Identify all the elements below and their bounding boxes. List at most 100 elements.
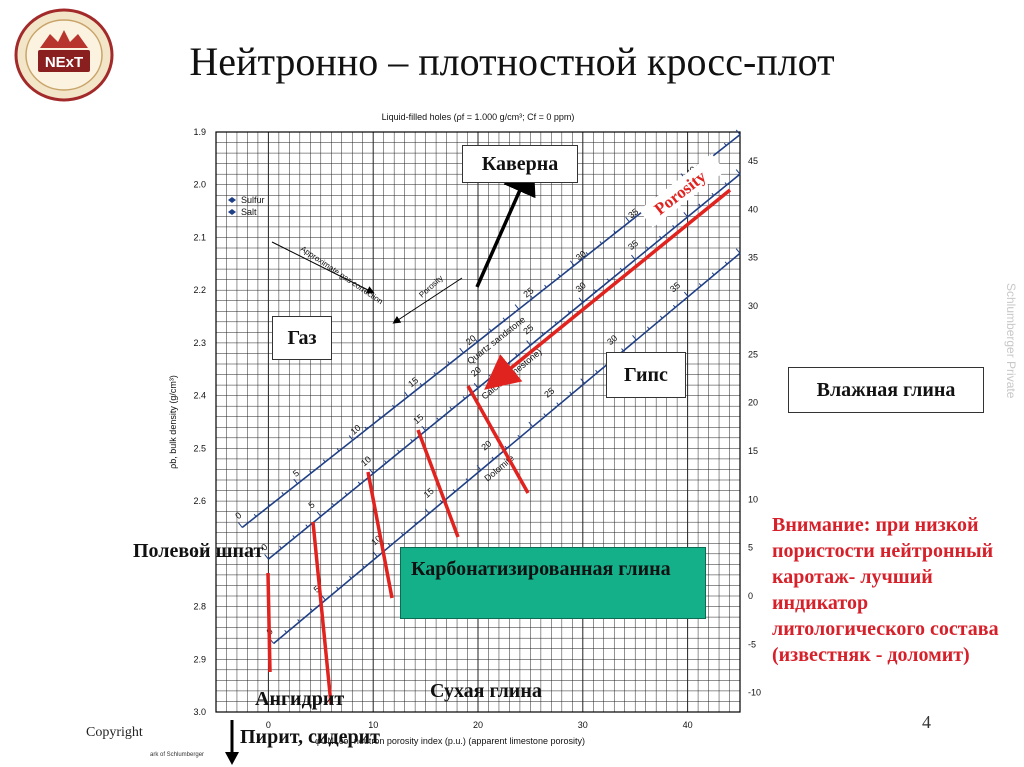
x-tick-label: 0	[266, 720, 271, 730]
series-tick	[585, 251, 589, 255]
series-tick	[619, 267, 623, 271]
series-tick	[735, 248, 741, 254]
y-axis-label: ρb, bulk density (g/cm³)	[168, 375, 178, 469]
series-tick	[735, 169, 741, 175]
series-tick	[392, 404, 395, 408]
right-tick-label: 20	[748, 398, 758, 408]
series-tick	[488, 328, 492, 332]
porosity-label: 35	[668, 280, 682, 294]
porosity-label: 5	[307, 500, 317, 511]
series-tick	[331, 502, 335, 506]
series-tick	[580, 378, 585, 384]
plot-frame	[215, 131, 741, 713]
series-tick	[567, 310, 571, 314]
carbonated-clay-label: Карбонатизированная глина	[411, 558, 671, 580]
x-tick-label: 10	[368, 720, 378, 730]
series-tick	[364, 426, 368, 430]
series-name: Calcite (limestone)	[480, 347, 544, 402]
feldspar-label: Полевой шпат	[133, 540, 264, 562]
x-axis-label: φCNLcor neutron porosity index (p.u.) (a…	[315, 736, 585, 746]
y-tick-label: 2.9	[193, 654, 206, 664]
series-tick	[436, 417, 440, 421]
right-tick-labels: -10 -5 0 5 10 15 20 25 30 35 40 45	[748, 156, 761, 698]
next-logo: NExT	[14, 8, 114, 102]
y-tick-label: 2.2	[193, 285, 206, 295]
porosity-label: 15	[422, 486, 436, 500]
legend: Sulfur Salt	[228, 195, 265, 217]
right-tick-label: -10	[748, 688, 761, 698]
x-tick-label: 20	[473, 720, 483, 730]
right-tick-label: 5	[748, 543, 753, 553]
series-tick	[238, 522, 243, 528]
porosity-direction: Porosity	[392, 273, 463, 324]
porosity-label: 30	[574, 280, 588, 294]
series-tick	[526, 340, 531, 346]
series-tick	[465, 478, 469, 482]
series-tick	[316, 511, 322, 517]
lithology-note: Внимание: при низкой пористости нейтронн…	[772, 514, 999, 666]
series-tick	[322, 459, 326, 463]
y-tick-label: 2.6	[193, 496, 206, 506]
series-tick	[373, 551, 378, 558]
series-tick	[515, 353, 518, 357]
series-tick	[336, 586, 339, 590]
x-tick-label: 40	[683, 720, 693, 730]
porosity-arrow	[484, 188, 732, 390]
porosity-label: 25	[521, 322, 535, 336]
porosity-label: 0	[233, 510, 243, 521]
series-tick	[724, 261, 728, 265]
series-tick	[419, 382, 423, 386]
series-tick	[735, 129, 741, 135]
series-tick	[476, 465, 482, 471]
porosity-label: 5	[291, 468, 301, 479]
series-tick	[672, 304, 676, 308]
series-tick	[387, 543, 391, 547]
series-tick	[449, 406, 453, 410]
right-tick-label: 25	[748, 349, 758, 359]
series-tick	[530, 295, 533, 299]
series-tick	[362, 564, 365, 568]
series-tick	[711, 192, 715, 196]
series-tick	[578, 297, 584, 303]
y-tick-label: 1.9	[193, 127, 206, 137]
series-tick	[632, 335, 637, 341]
porosity-label: 10	[359, 454, 373, 468]
fine-print: ark of Schlumberger	[150, 752, 205, 758]
series-tick	[404, 391, 409, 397]
series-tick	[613, 230, 616, 234]
right-tick-label: 15	[748, 446, 758, 456]
porosity-label: 25	[521, 286, 535, 300]
porosity-label: 35	[626, 238, 640, 252]
dry-clay-red-line	[466, 385, 530, 494]
porosity-label: 20	[464, 333, 478, 347]
right-tick-label: -5	[748, 639, 756, 649]
series-tick	[557, 273, 561, 277]
gas-label: Газ	[287, 327, 317, 349]
porosity-label: 20	[469, 365, 483, 379]
series-tick	[723, 142, 727, 146]
right-tick-label: 40	[748, 204, 758, 214]
crossplot-chart: Liquid-filled holes (ρf = 1.000 g/cm³; C…	[168, 112, 761, 746]
series-tick	[543, 413, 547, 417]
series-tick	[488, 374, 492, 378]
series-tick	[541, 331, 544, 335]
legend-label-sulfur: Sulfur	[241, 195, 265, 205]
right-tick-label: 35	[748, 253, 758, 263]
anhydrite-red-line	[311, 521, 333, 705]
series-tick	[599, 241, 603, 245]
cavern-arrow	[475, 159, 536, 288]
y-tick-label: 2.1	[193, 232, 206, 242]
porosity-label: 5	[312, 584, 322, 595]
slide-title: Нейтронно – плотностной кросс-плот	[189, 39, 835, 84]
porosity-label: 0	[259, 542, 269, 553]
series-tick	[683, 211, 688, 218]
series-tick	[554, 321, 557, 325]
porosity-label: 15	[406, 375, 420, 389]
y-tick-label: 2.5	[193, 443, 206, 453]
series-tick	[452, 489, 456, 493]
series-tick	[595, 369, 598, 373]
gypsum-box: Гипс	[606, 352, 686, 398]
series-tick	[349, 575, 352, 579]
anhydrite-label: Ангидрит	[255, 688, 345, 710]
porosity-label: 30	[574, 249, 588, 263]
